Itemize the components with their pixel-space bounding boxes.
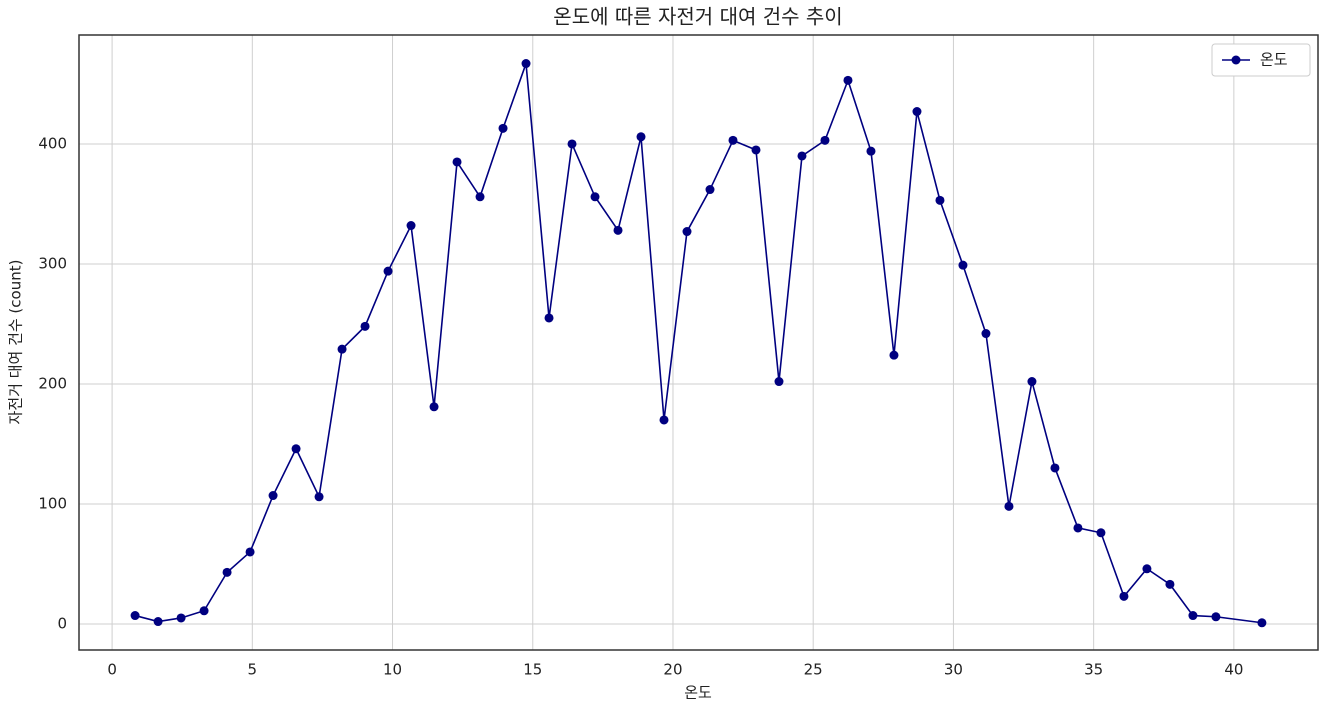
data-point [383,266,393,276]
data-point [314,492,324,502]
data-point [889,350,899,360]
legend-box [1211,43,1311,77]
data-point [544,313,554,323]
x-tick-label: 25 [804,661,823,679]
data-point [728,135,738,145]
x-axis-label: 온도 [684,684,712,702]
y-tick-label: 200 [38,374,67,392]
y-tick-label: 0 [57,614,67,632]
x-tick-label: 35 [1084,661,1103,679]
data-point [981,329,991,339]
data-point [1188,611,1198,621]
data-point [682,227,692,237]
data-point [866,146,876,156]
x-tick-label: 10 [383,661,402,679]
data-point [751,145,761,155]
data-point [1004,501,1014,511]
data-point [291,444,301,454]
data-point [245,547,255,557]
x-tick-label: 15 [523,661,542,679]
data-point [1257,618,1267,628]
data-point [130,611,140,621]
data-point [636,132,646,142]
data-point [498,123,508,133]
data-point [912,107,922,117]
data-point [153,617,163,627]
data-point [567,139,577,149]
legend: 온도 [1211,43,1311,77]
y-tick-label: 100 [38,494,67,512]
data-point [222,567,232,577]
y-tick-label: 400 [38,134,67,152]
data-point [452,157,462,167]
x-tick-label: 30 [944,661,963,679]
data-point [958,260,968,270]
data-point [774,377,784,387]
data-point [521,59,531,69]
data-point [1165,579,1175,589]
chart-title: 온도에 따른 자전거 대여 건수 추이 [553,5,842,29]
data-point [337,344,347,354]
data-point [199,606,209,616]
data-point [1096,528,1106,538]
legend-marker [1231,55,1241,65]
x-tick-label: 40 [1224,661,1243,679]
data-point [360,321,370,331]
data-point [613,225,623,235]
data-point [705,185,715,195]
data-point [1119,591,1129,601]
data-point [1050,463,1060,473]
data-point [176,613,186,623]
plot-frame [78,34,1319,651]
x-tick-label: 20 [663,661,682,679]
data-point [935,195,945,205]
data-point [1027,377,1037,387]
data-point [1073,523,1083,533]
y-tick-label: 300 [38,254,67,272]
data-point [429,402,439,412]
data-point [590,192,600,202]
x-tick-label: 0 [107,661,117,679]
data-point [659,415,669,425]
data-point [843,75,853,85]
data-point [1211,612,1221,622]
x-tick-label: 5 [248,661,258,679]
data-point [406,221,416,231]
data-line [134,63,1263,624]
data-point [797,151,807,161]
legend-label: 온도 [1260,51,1288,69]
data-point [268,491,278,501]
data-point [475,192,485,202]
data-point [1142,564,1152,574]
y-axis-label: 자전거 대여 건수 (count) [7,260,25,425]
data-point [820,135,830,145]
